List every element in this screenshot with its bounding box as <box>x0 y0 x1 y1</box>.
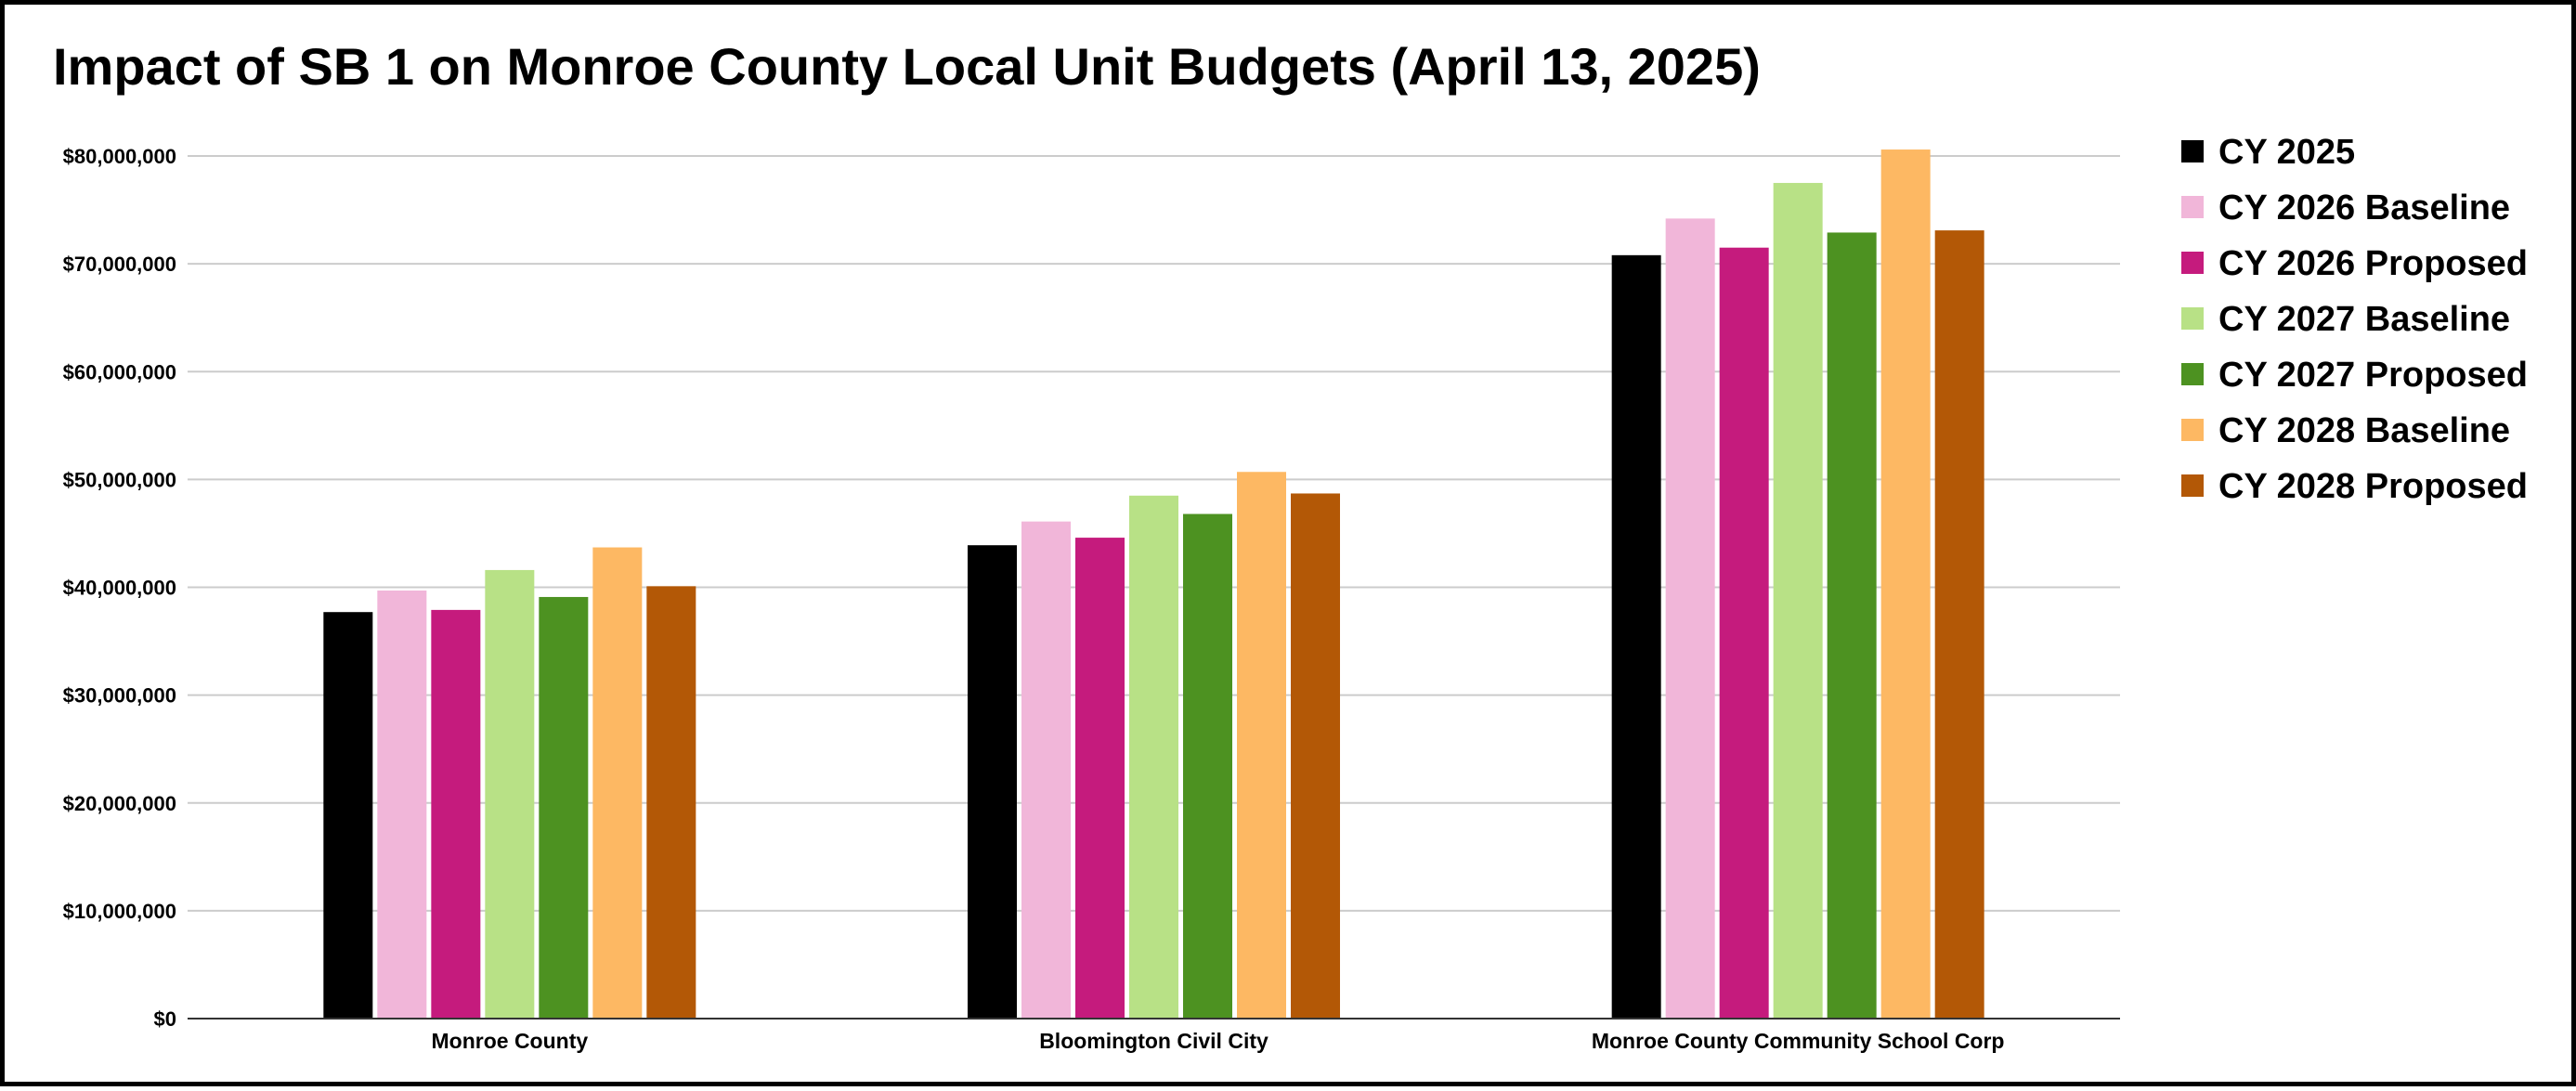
bar-1-6 <box>1291 493 1340 1019</box>
y-tick-label: $80,000,000 <box>63 145 176 168</box>
y-tick-label: $70,000,000 <box>63 253 176 276</box>
y-tick-label: $60,000,000 <box>63 360 176 383</box>
bar-chart: Impact of SB 1 on Monroe County Local Un… <box>53 37 2528 1053</box>
bar-2-4 <box>1827 232 1877 1020</box>
bar-1-5 <box>1237 472 1286 1020</box>
bar-0-3 <box>485 569 535 1019</box>
x-tick-label: Monroe County Community School Corp <box>1592 1029 2005 1053</box>
bar-0-5 <box>592 547 643 1019</box>
legend-swatch <box>2181 363 2204 385</box>
y-tick-label: $0 <box>154 1007 176 1031</box>
legend-swatch <box>2181 419 2204 441</box>
bar-2-3 <box>1773 183 1823 1019</box>
bar-2-0 <box>1611 254 1661 1020</box>
chart-title: Impact of SB 1 on Monroe County Local Un… <box>53 37 1761 96</box>
legend: CY 2025 CY 2026 Baseline CY 2026 Proposed C… <box>2181 133 2528 506</box>
bar-2-5 <box>1880 149 1931 1020</box>
bar-1-4 <box>1183 513 1232 1019</box>
bar-0-4 <box>539 596 589 1019</box>
y-axis-tick-labels: $0 $10,000,000 $20,000,000 $30,000,000 $40,0… <box>63 145 176 1031</box>
bar-2-2 <box>1719 247 1769 1019</box>
bar-1-0 <box>968 545 1017 1019</box>
legend-swatch <box>2181 252 2204 274</box>
bars <box>323 149 1984 1020</box>
y-tick-label: $40,000,000 <box>63 577 176 600</box>
y-tick-label: $10,000,000 <box>63 900 176 923</box>
x-tick-label: Bloomington Civil City <box>1039 1029 1268 1053</box>
legend-label: CY 2027 Baseline <box>2218 300 2510 339</box>
bar-2-1 <box>1665 218 1715 1020</box>
legend-swatch <box>2181 474 2204 497</box>
legend-swatch <box>2181 196 2204 218</box>
legend-label: CY 2028 Baseline <box>2218 411 2510 450</box>
bar-1-3 <box>1129 495 1178 1019</box>
legend-label: CY 2026 Baseline <box>2218 188 2510 227</box>
bar-0-6 <box>646 586 696 1019</box>
bar-0-2 <box>431 609 481 1019</box>
bar-0-0 <box>323 612 373 1019</box>
y-tick-label: $20,000,000 <box>63 792 176 815</box>
x-axis-tick-labels: Monroe County Bloomington Civil City Monro… <box>432 1029 2005 1053</box>
bar-1-1 <box>1021 521 1071 1019</box>
legend-swatch <box>2181 140 2204 162</box>
bar-1-2 <box>1075 538 1125 1019</box>
bar-0-1 <box>377 590 427 1019</box>
bar-2-6 <box>1934 230 1984 1020</box>
x-tick-label: Monroe County <box>432 1029 589 1053</box>
y-tick-label: $30,000,000 <box>63 684 176 708</box>
y-tick-label: $50,000,000 <box>63 468 176 491</box>
legend-label: CY 2025 <box>2218 133 2355 172</box>
legend-label: CY 2026 Proposed <box>2218 244 2528 283</box>
legend-label: CY 2027 Proposed <box>2218 356 2528 395</box>
legend-swatch <box>2181 307 2204 330</box>
legend-label: CY 2028 Proposed <box>2218 467 2528 506</box>
